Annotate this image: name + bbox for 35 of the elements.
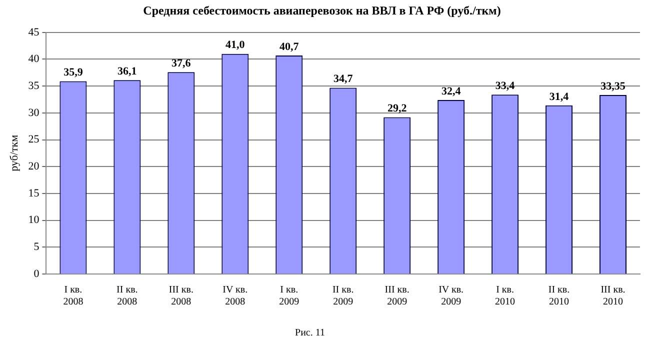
x-tick-label: I кв. 2010	[495, 284, 516, 308]
data-label: 41,0	[226, 39, 246, 52]
y-tick-label: 30	[28, 106, 40, 119]
y-tick-label: 40	[28, 53, 40, 66]
x-tick-label: III кв. 2010	[600, 284, 626, 308]
y-tick-label: 20	[28, 160, 40, 173]
data-label: 29,2	[387, 102, 408, 115]
data-label: 35,9	[64, 66, 84, 79]
y-tick-label: 25	[28, 134, 40, 146]
x-tick-label: III кв. 2008	[168, 284, 194, 308]
data-label: 40,7	[279, 40, 300, 53]
y-tick-label: 35	[28, 80, 40, 92]
data-label: 34,7	[333, 73, 354, 86]
y-tick-label: 10	[28, 214, 40, 226]
data-label: 33,4	[495, 80, 516, 92]
y-tick-label: 45	[28, 26, 40, 38]
x-tick-label: II кв. 2008	[116, 284, 138, 308]
x-tick-label: II кв. 2009	[332, 284, 354, 308]
x-tick-label: III кв. 2009	[384, 284, 410, 308]
x-tick-label: I кв. 2008	[63, 284, 84, 308]
x-tick-label: IV кв. 2009	[438, 284, 464, 308]
y-axis-title: руб/ткм	[8, 134, 20, 172]
data-label: 37,6	[172, 57, 192, 70]
x-tick-label: II кв. 2010	[548, 284, 570, 308]
data-label: 31,4	[549, 90, 570, 103]
y-tick-label: 0	[34, 268, 40, 280]
y-tick-label: 5	[34, 241, 40, 254]
data-label: 36,1	[118, 66, 137, 78]
x-tick-label: IV кв. 2008	[222, 284, 248, 308]
x-tick-label: I кв. 2009	[279, 284, 300, 308]
data-label: 32,4	[441, 85, 462, 98]
data-label: 33,35	[600, 80, 626, 92]
chart-title: Средняя себестоимость авиаперевозок на ВВЛ в ГА РФ (руб./ткм)	[143, 3, 501, 18]
y-tick-label: 15	[28, 187, 40, 200]
text: Рис. 11	[295, 328, 325, 339]
